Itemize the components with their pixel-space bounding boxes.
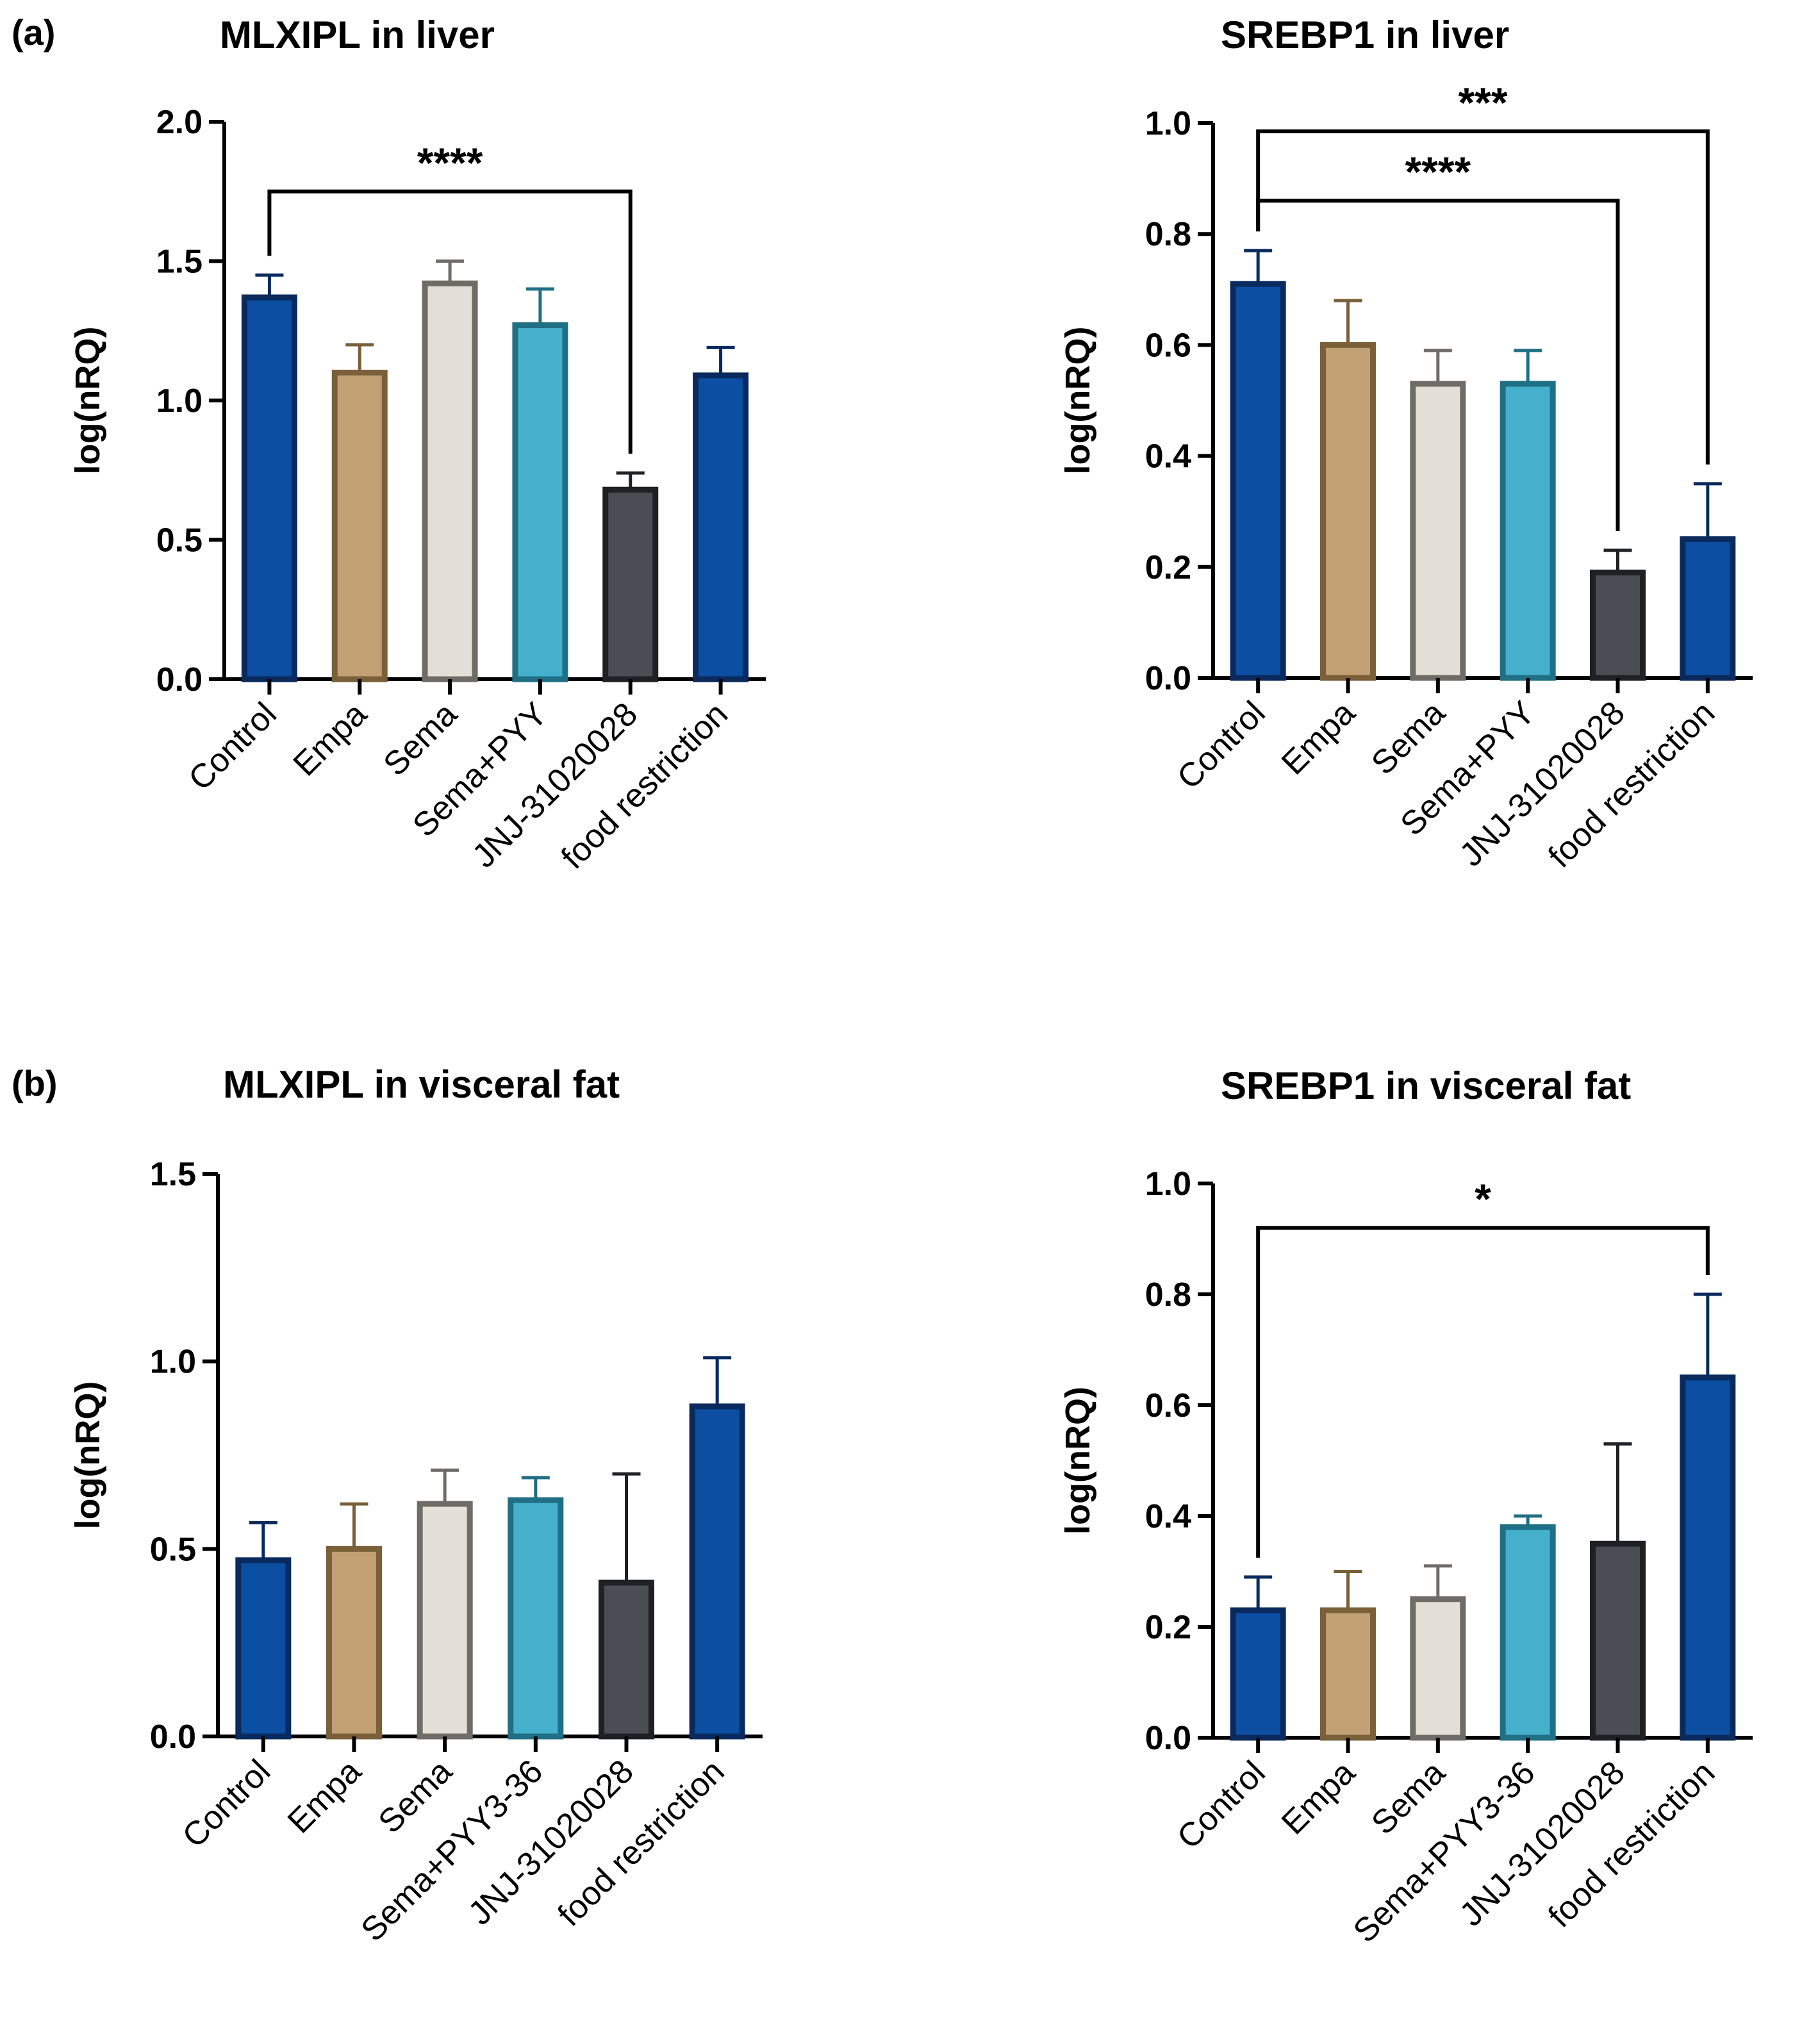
x-tick-label: JNJ-31020028 [461,1752,641,1932]
y-tick-label: 1.0 [156,383,203,420]
bar-5 [1590,1540,1646,1741]
y-axis-label: log(nRQ) [1059,327,1097,475]
y-axis-label: log(nRQ) [69,327,107,475]
y-tick-label: 0.4 [1145,1498,1191,1535]
y-tick-label: 1.5 [156,243,203,281]
y-tick-label: 0.2 [1145,1609,1191,1646]
bar-2 [1320,342,1376,681]
y-tick-label: 0.4 [1145,438,1191,475]
y-tick-label: 0.5 [150,1531,196,1568]
significance-bracket [1256,199,1620,531]
x-tick-label: Sema [377,695,465,783]
chart-4: SREBP1 in visceral fat log(nRQ) 0.0 0.2 0.4 0… [1059,1064,1753,1950]
chart-3: MLXIPL in visceral fat log(nRQ) 0.0 0.5 1.0 1… [69,1063,763,1949]
bar-5 [602,486,659,682]
bar-5 [599,1579,654,1740]
x-tick-label: Empa [1275,1754,1362,1842]
bar-1 [1230,281,1286,681]
x-tick-label: Control [181,695,284,798]
significance-bracket [1256,1226,1710,1558]
bar-6 [1680,1374,1736,1741]
chart-title: SREBP1 in liver [1221,13,1509,56]
significance-label: **** [417,139,483,186]
bar-4 [508,1497,564,1740]
bar-4 [1500,1524,1556,1741]
chart-title: MLXIPL in liver [220,13,495,56]
panel-label-b: (b) [12,1063,58,1103]
x-tick-label: Sema [1364,1754,1452,1842]
significance-bracket [1256,129,1710,465]
bar-4 [1500,381,1556,681]
chart-title: MLXIPL in visceral fat [223,1063,620,1106]
x-tick-label: food restriction [554,695,735,876]
y-tick-label: 0.8 [1145,1276,1191,1314]
y-tick-label: 0.0 [150,1718,196,1756]
y-tick-label: 0.0 [1145,1720,1191,1757]
significance-label: **** [1405,148,1471,195]
x-tick-label: Control [1170,694,1273,796]
bar-6 [1680,536,1736,681]
bar-6 [693,372,749,682]
bar-4 [512,322,568,682]
x-tick-label: food restriction [1541,1754,1722,1934]
bar-5 [1590,569,1646,681]
chart-title: SREBP1 in visceral fat [1221,1064,1631,1107]
x-tick-label: food restriction [1541,694,1722,875]
chart-1: MLXIPL in liver log(nRQ) 0.0 0.5 1.0 1.5 2.0 Co… [69,13,766,877]
significance-label: *** [1458,79,1507,126]
bar-1 [241,294,297,682]
y-tick-label: 0.6 [1145,1387,1191,1424]
bar-1 [235,1557,292,1740]
bar-3 [417,1501,473,1740]
y-tick-label: 0.2 [1145,549,1191,586]
y-tick-label: 1.0 [1145,105,1191,142]
charts-group: MLXIPL in liver log(nRQ) 0.0 0.5 1.0 1.5 2.0 Co… [69,13,1753,1950]
bar-2 [1320,1607,1376,1741]
y-tick-label: 0.8 [1145,216,1191,253]
y-tick-label: 2.0 [156,104,203,141]
y-tick-label: 1.5 [150,1156,196,1193]
y-tick-label: 0.6 [1145,327,1191,364]
significance-bracket [267,189,632,454]
bar-3 [1410,1596,1466,1741]
bar-3 [1410,381,1466,681]
y-axis-label: log(nRQ) [69,1381,107,1529]
y-tick-label: 0.5 [156,522,203,559]
y-tick-label: 1.0 [150,1344,196,1381]
bar-6 [689,1403,745,1740]
x-tick-label: Sema [372,1752,459,1840]
bar-2 [331,370,388,682]
x-tick-label: food restriction [550,1752,731,1933]
significance-label: * [1475,1175,1491,1223]
x-tick-label: Control [176,1752,278,1855]
x-tick-label: Empa [281,1752,368,1840]
bar-3 [422,280,478,682]
x-tick-label: Control [1170,1754,1273,1856]
x-tick-label: Sema [1364,694,1452,782]
panel-label-a: (a) [12,12,55,53]
y-axis-label: log(nRQ) [1059,1387,1097,1535]
y-tick-label: 0.0 [1145,660,1191,697]
chart-2: SREBP1 in liver log(nRQ) 0.0 0.2 0.4 0.6 0.8 1.… [1059,13,1753,875]
x-tick-label: Empa [286,695,374,783]
bar-1 [1230,1607,1286,1741]
x-tick-label: Empa [1275,694,1362,782]
y-tick-label: 1.0 [1145,1166,1191,1203]
bar-2 [326,1545,382,1740]
x-tick-label: JNJ-31020028 [465,695,645,875]
y-tick-label: 0.0 [156,661,203,698]
